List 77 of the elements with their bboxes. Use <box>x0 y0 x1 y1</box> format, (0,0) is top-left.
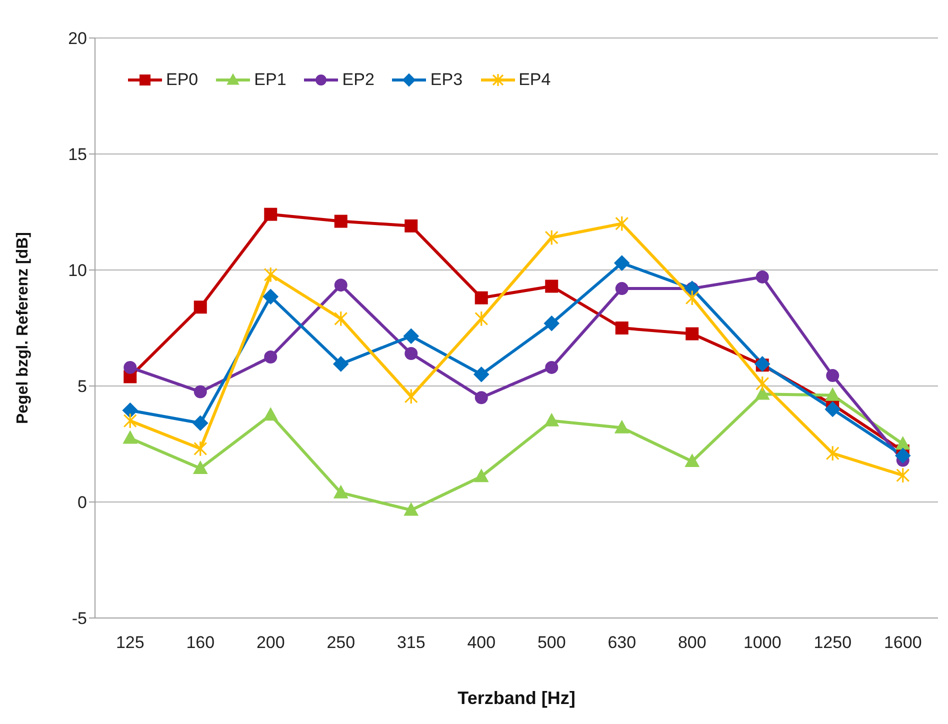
point <box>193 460 208 474</box>
point <box>334 310 348 327</box>
x-tick-label: 500 <box>537 633 566 652</box>
point <box>544 316 560 332</box>
y-tick-label: 20 <box>68 29 87 48</box>
point <box>614 255 630 271</box>
point <box>756 270 769 284</box>
point <box>194 440 208 457</box>
point <box>614 420 629 434</box>
point <box>194 300 207 314</box>
point <box>474 391 488 404</box>
point <box>333 356 349 372</box>
point <box>896 436 910 450</box>
x-tick-label: 1000 <box>743 633 782 652</box>
point <box>124 360 137 374</box>
point <box>615 282 628 296</box>
y-tick-label: 0 <box>78 493 87 512</box>
point <box>755 386 770 400</box>
point <box>404 347 418 360</box>
x-tick-label: 1250 <box>814 633 852 652</box>
y-tick-label: 15 <box>68 145 87 164</box>
point <box>404 219 418 232</box>
point <box>474 291 488 304</box>
point <box>264 266 278 283</box>
legend-label: EP4 <box>518 70 551 90</box>
x-tick-label: 800 <box>678 633 706 652</box>
point <box>123 430 138 444</box>
point <box>262 288 278 304</box>
x-tick-label: 1600 <box>884 633 922 652</box>
point <box>264 350 278 364</box>
x-tick-label: 630 <box>608 633 636 652</box>
x-axis-title: Terzband [Hz] <box>458 688 576 708</box>
point <box>686 327 699 340</box>
x-tick-label: 250 <box>326 633 356 652</box>
point <box>334 485 348 498</box>
point <box>685 454 700 467</box>
point <box>123 412 137 429</box>
point <box>895 448 911 464</box>
point <box>474 366 490 382</box>
legend-label: EP3 <box>430 70 463 90</box>
point <box>826 445 840 462</box>
point <box>264 208 278 221</box>
point <box>404 502 418 516</box>
point <box>334 214 348 228</box>
legend-label: EP2 <box>342 70 374 90</box>
point <box>474 469 488 482</box>
x-tick-label: 125 <box>116 633 144 652</box>
point <box>264 408 278 421</box>
y-axis-title: Pegel bzgl. Referenz [dB] <box>14 232 32 424</box>
point <box>685 290 699 306</box>
legend-label: EP0 <box>166 70 198 90</box>
y-tick-label: 10 <box>68 261 87 280</box>
y-tick-label: -5 <box>72 609 87 628</box>
y-tick-label: 5 <box>78 377 87 396</box>
point <box>826 388 840 401</box>
x-tick-label: 400 <box>467 633 496 652</box>
legend-label: EP1 <box>254 70 286 90</box>
point <box>122 402 138 418</box>
point <box>544 230 558 246</box>
x-tick-label: 315 <box>396 633 426 652</box>
point <box>896 467 910 484</box>
point <box>826 369 840 382</box>
point <box>615 216 629 232</box>
point <box>194 385 207 398</box>
x-tick-label: 160 <box>186 633 215 652</box>
x-tick-label: 200 <box>256 633 285 652</box>
point <box>544 413 559 426</box>
point <box>824 402 840 417</box>
point <box>403 328 419 344</box>
point <box>756 376 770 392</box>
point <box>192 415 208 431</box>
point <box>474 310 488 327</box>
point <box>615 322 628 334</box>
point <box>545 360 558 374</box>
point <box>545 280 558 293</box>
point <box>334 278 348 292</box>
point <box>404 388 418 404</box>
